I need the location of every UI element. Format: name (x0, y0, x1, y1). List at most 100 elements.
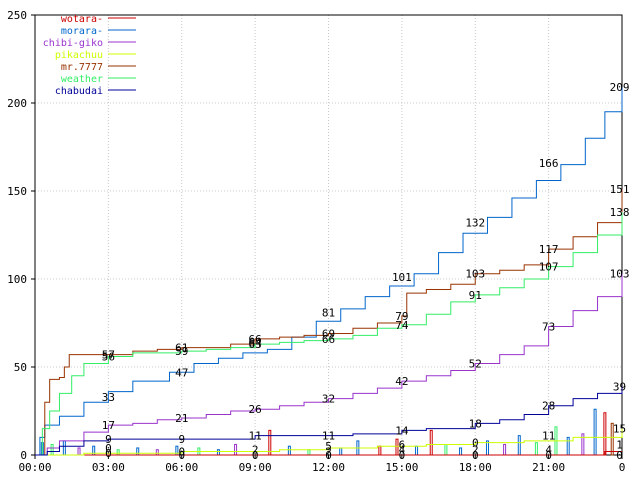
data-label: 74 (395, 319, 409, 332)
activity-spike (155, 449, 159, 456)
activity-spike (566, 436, 570, 456)
data-label: 14 (395, 424, 409, 437)
data-label: 79 (395, 310, 408, 323)
data-label: 52 (469, 357, 482, 370)
x-tick-label: 12:00 (312, 461, 345, 474)
y-tick-label: 100 (7, 273, 27, 286)
data-label: 11 (542, 430, 555, 443)
data-label: 63 (249, 338, 262, 351)
data-label: 117 (539, 243, 559, 256)
activity-spike (610, 422, 614, 456)
series-line-wotara- (35, 450, 622, 456)
activity-spike (429, 429, 433, 456)
data-label: 5 (325, 440, 332, 453)
y-tick-label: 0 (20, 449, 27, 462)
data-label: 101 (392, 271, 412, 284)
x-tick-label: 0 (619, 461, 626, 474)
activity-spike (459, 447, 463, 456)
legend-label: chibi-giko (43, 38, 103, 49)
activity-spike (307, 449, 311, 456)
activity-spike (503, 443, 507, 456)
data-label: 0 (105, 442, 112, 455)
data-label: 64 (249, 336, 263, 349)
activity-spike (378, 445, 382, 456)
data-label: 0 (178, 445, 185, 458)
data-label: 166 (539, 157, 559, 170)
data-label: 9 (178, 433, 185, 446)
x-tick-label: 21:00 (532, 461, 565, 474)
activity-spike (444, 443, 448, 456)
data-label: 0 (616, 449, 623, 462)
activity-spike (339, 447, 343, 456)
data-label: 11 (249, 430, 262, 443)
data-label: 107 (539, 261, 559, 274)
data-label: 66 (249, 333, 262, 346)
data-label: 103 (465, 268, 485, 281)
y-tick-label: 150 (7, 185, 27, 198)
activity-spike (77, 447, 81, 456)
series-line-morara- (35, 87, 623, 456)
data-label: 42 (395, 375, 408, 388)
series-line-mr-7777 (35, 189, 623, 456)
data-label: 18 (469, 417, 482, 430)
data-label: 66 (322, 333, 335, 346)
data-label: 61 (175, 342, 188, 355)
data-label: 0 (545, 449, 552, 462)
data-label: 0 (472, 437, 479, 450)
data-label: 9 (105, 433, 112, 446)
data-label: 26 (249, 403, 262, 416)
data-label: 0 (399, 449, 406, 462)
x-tick-label: 09:00 (239, 461, 272, 474)
data-label: 132 (465, 217, 485, 230)
data-label: 2 (325, 445, 332, 458)
y-tick-label: 200 (7, 97, 27, 110)
series-line-chabudai (35, 386, 623, 456)
activity-spike (287, 445, 291, 456)
data-label: 17 (102, 419, 115, 432)
activity-spike (593, 408, 597, 456)
data-label: 69 (322, 328, 335, 341)
y-tick-label: 250 (7, 9, 27, 22)
activity-spike (136, 447, 140, 456)
data-label: 4 (399, 444, 406, 457)
x-tick-label: 00:00 (18, 461, 51, 474)
data-label: 6 (399, 438, 406, 451)
activity-spike (534, 442, 538, 456)
data-label: 0 (178, 449, 185, 462)
y-tick-label: 50 (14, 361, 27, 374)
data-label: 0 (105, 447, 112, 460)
data-label: 138 (610, 206, 630, 219)
x-tick-label: 15:00 (385, 461, 418, 474)
legend-label: weather (61, 74, 103, 85)
data-label: 4 (545, 444, 552, 457)
data-label: 91 (469, 289, 482, 302)
data-label: 33 (102, 391, 115, 404)
data-label: 0 (472, 449, 479, 462)
activity-spike (216, 449, 220, 456)
activity-spike (50, 443, 54, 456)
data-label: 0 (252, 449, 259, 462)
data-label: 1 (616, 438, 623, 451)
data-label: 81 (322, 306, 335, 319)
activity-spike (517, 435, 521, 456)
data-label: 57 (102, 349, 115, 362)
activity-spike (116, 449, 120, 456)
data-label: 21 (175, 412, 188, 425)
x-tick-label: 18:00 (459, 461, 492, 474)
data-label: 56 (102, 350, 115, 363)
data-label: 47 (175, 366, 188, 379)
series-line-pikachuu (35, 428, 623, 456)
data-label: 103 (610, 268, 630, 281)
data-label: 28 (542, 400, 555, 413)
activity-spike (415, 445, 419, 456)
data-label: 0 (325, 449, 332, 462)
data-label: 32 (322, 393, 335, 406)
data-label: 39 (613, 380, 626, 393)
activity-spike (234, 443, 238, 456)
data-label: 73 (542, 321, 555, 334)
data-label: 59 (175, 345, 188, 358)
data-label: 151 (610, 183, 630, 196)
legend-label: mr.7777 (61, 62, 103, 73)
